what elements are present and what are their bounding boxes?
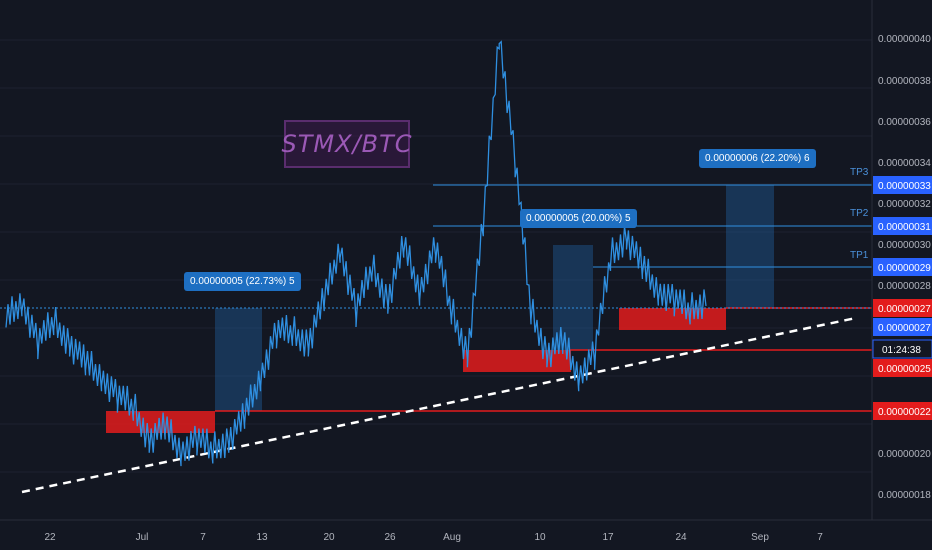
measure-box-1	[215, 308, 262, 411]
y-tick-label: 0.00000034	[878, 158, 931, 169]
measure-label-3: 0.00000006 (22.20%) 6	[699, 149, 816, 168]
x-tick-label: 13	[256, 532, 268, 543]
x-tick-label: 10	[534, 532, 546, 543]
x-tick-label: 20	[323, 532, 335, 543]
price-label-box	[873, 217, 932, 235]
price-label-box	[873, 359, 932, 377]
price-label-text: 0.00000025	[878, 364, 931, 375]
price-label-text: 0.00000022	[878, 407, 931, 418]
tp2-label: TP2	[850, 208, 869, 219]
tp1-label: TP1	[850, 250, 869, 261]
countdown-text: 01:24:38	[882, 345, 921, 356]
price-label-text: 0.00000027	[878, 304, 931, 315]
trendline[interactable]	[21, 316, 857, 494]
price-label-box	[873, 402, 932, 420]
y-tick-label: 0.00000040	[878, 34, 931, 45]
x-tick-label: Jul	[136, 532, 149, 543]
price-label-text: 0.00000031	[878, 222, 931, 233]
y-tick-label: 0.00000030	[878, 240, 931, 251]
measure-box-3	[726, 185, 774, 308]
price-label-text: 0.00000033	[878, 181, 931, 192]
pair-title: STMX/BTC	[282, 120, 412, 168]
red-zone-3	[619, 308, 726, 330]
price-label-box	[873, 176, 932, 194]
y-tick-label: 0.00000032	[878, 199, 931, 210]
x-tick-label: Aug	[443, 532, 461, 543]
x-tick-label: Sep	[751, 532, 769, 543]
horizontal-levels	[0, 184, 872, 412]
price-labels: 0.00000033 0.00000031 0.00000029 0.00000027…	[872, 176, 932, 420]
y-tick-label: 0.00000020	[878, 449, 931, 460]
y-tick-label: 0.00000038	[878, 76, 931, 87]
measure-box-2	[553, 245, 593, 350]
tp3-label: TP3	[850, 167, 869, 178]
price-label-box	[873, 318, 932, 336]
countdown-box	[872, 339, 932, 359]
price-label-text: 0.00000027	[878, 323, 931, 334]
x-tick-label: 7	[817, 532, 823, 543]
red-zone-2	[463, 350, 571, 372]
time-axis[interactable]: 22 Jul 7 13 20 26 Aug 10 17 24 Sep 7	[0, 519, 932, 543]
measure-label-1: 0.00000005 (22.73%) 5	[184, 272, 301, 291]
y-tick-label: 0.00000036	[878, 117, 931, 128]
x-tick-label: 7	[200, 532, 206, 543]
x-tick-label: 22	[44, 532, 56, 543]
x-tick-label: 24	[675, 532, 687, 543]
series-line-stmx-btc	[5, 40, 707, 467]
y-tick-label: 0.00000028	[878, 281, 931, 292]
x-tick-label: 17	[602, 532, 614, 543]
x-tick-label: 26	[384, 532, 396, 543]
grid-lines	[0, 39, 872, 473]
consolidation-zones	[106, 185, 774, 433]
price-label-box	[873, 258, 932, 276]
price-label-box	[873, 299, 932, 317]
y-tick-label: 0.00000018	[878, 490, 931, 501]
price-label-text: 0.00000029	[878, 263, 931, 274]
measure-label-2: 0.00000005 (20.00%) 5	[520, 209, 637, 228]
